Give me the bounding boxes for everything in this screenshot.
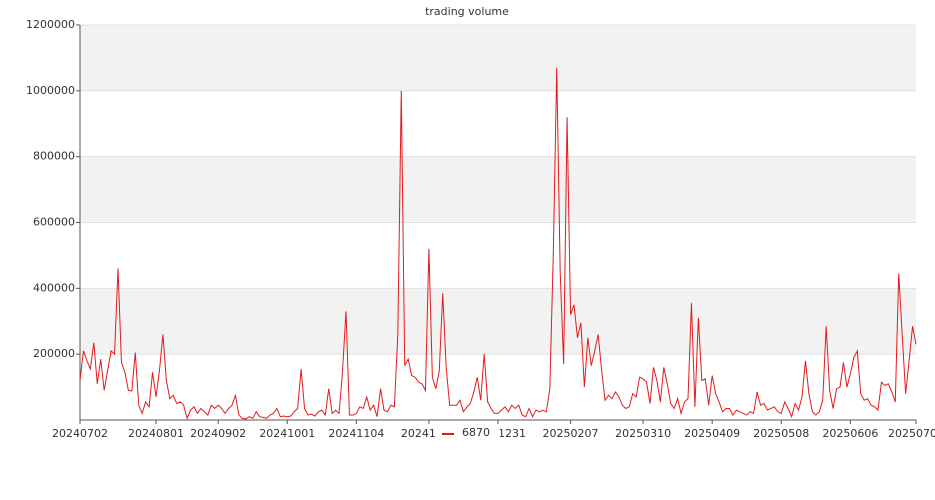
x-tick-label: 20240902 [190, 427, 246, 440]
x-tick-label: 20250409 [684, 427, 740, 440]
legend-label: 6870 [462, 426, 490, 439]
x-tick-label: 20250606 [822, 427, 878, 440]
y-tick-label: 1200000 [26, 18, 75, 31]
grid-band [80, 156, 916, 223]
x-tick-label: 20240801 [128, 427, 184, 440]
y-tick-label: 1000000 [26, 84, 75, 97]
x-tick-label: 20250704 [888, 427, 935, 440]
x-tick-label: 20241104 [328, 427, 384, 440]
x-tick-label: 20250508 [753, 427, 809, 440]
y-tick-label: 400000 [33, 281, 75, 294]
line-series [79, 67, 917, 420]
chart-title: trading volume [425, 5, 509, 18]
grid-band [80, 25, 916, 91]
x-tick-label: 20240702 [52, 427, 108, 440]
x-tick-label: 20250207 [543, 427, 599, 440]
x-tick-label: 20250310 [615, 427, 671, 440]
legend: 6870 [436, 425, 500, 443]
y-tick-label: 600000 [33, 216, 75, 229]
y-tick-label: 200000 [33, 347, 75, 360]
legend-box [436, 425, 500, 443]
grid-band [80, 288, 916, 355]
x-tick-label: 20241001 [259, 427, 315, 440]
y-tick-label: 800000 [33, 150, 75, 163]
